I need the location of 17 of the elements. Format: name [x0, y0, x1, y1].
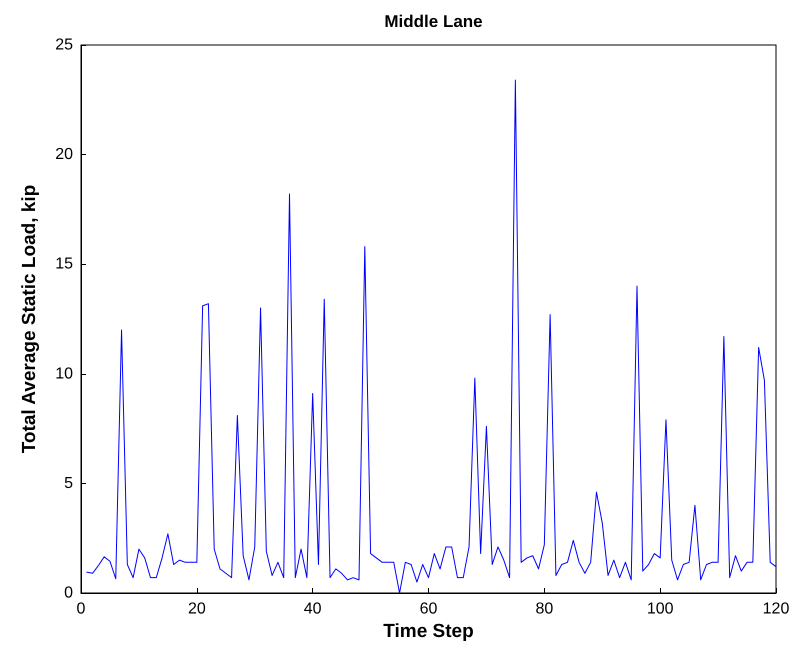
x-tick-label: 0	[76, 600, 86, 618]
x-tick-label: 60	[420, 600, 438, 618]
x-tick-label: 120	[762, 600, 790, 618]
y-tick-label: 10	[55, 365, 74, 382]
x-tick-label: 100	[646, 600, 674, 618]
x-tick-label: 80	[535, 600, 554, 618]
chart-title: Middle Lane	[384, 12, 483, 31]
y-axis-title: Total Average Static Load, kip	[19, 184, 40, 454]
y-tick-label: 0	[64, 584, 74, 602]
y-tick-label: 15	[55, 256, 74, 273]
y-tick-label: 5	[64, 474, 74, 492]
y-tick-label: 20	[55, 146, 74, 164]
line-series	[86, 80, 776, 594]
y-tick-label: 25	[55, 36, 74, 54]
x-tick-label: 20	[188, 600, 206, 618]
x-tick-label: 40	[304, 600, 322, 618]
x-axis-title: Time Step	[383, 620, 474, 642]
